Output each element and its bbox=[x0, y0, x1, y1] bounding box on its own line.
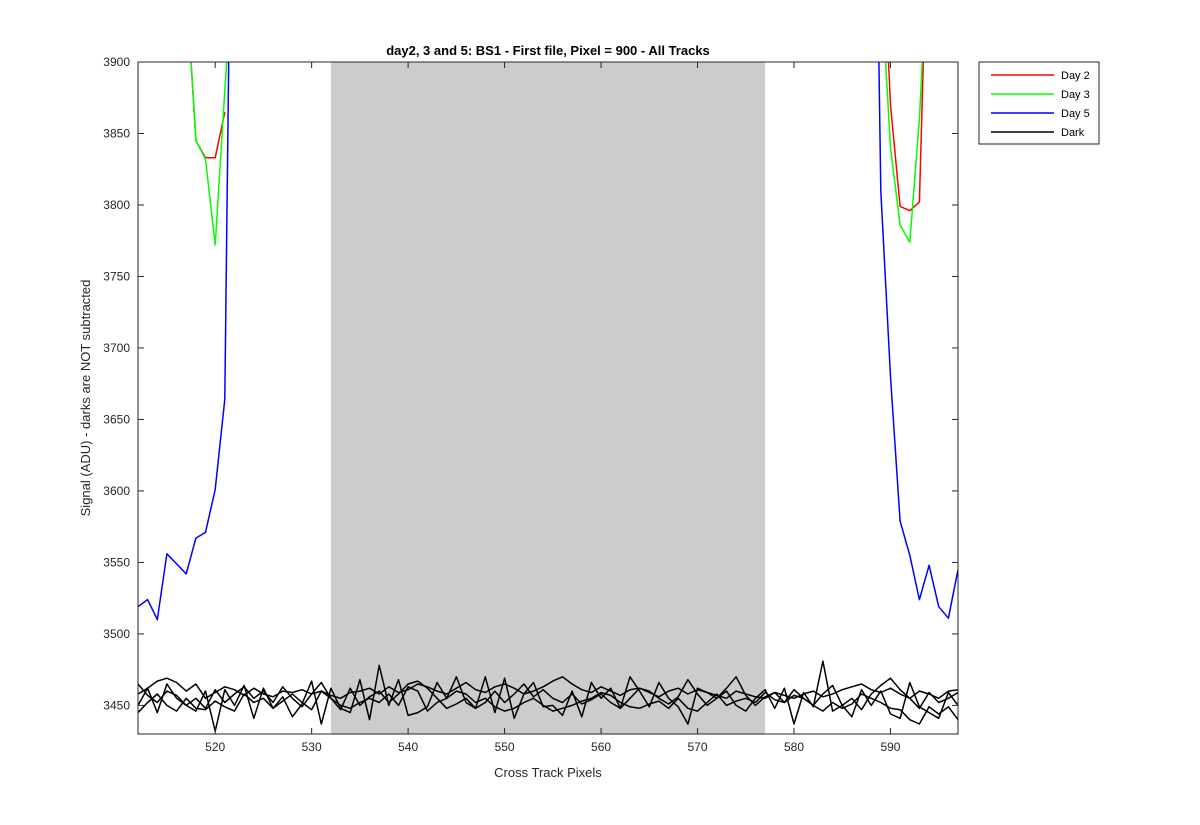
series-line-day-5-1 bbox=[878, 62, 958, 619]
series-line-dark-3 bbox=[138, 686, 958, 725]
x-tick-label: 530 bbox=[302, 740, 322, 754]
series-line-dark-1 bbox=[138, 676, 958, 711]
y-tick-label: 3700 bbox=[103, 341, 130, 355]
y-tick-label: 3500 bbox=[103, 627, 130, 641]
series-layer bbox=[138, 62, 958, 732]
y-tick-label: 3900 bbox=[103, 55, 130, 69]
series-line-day-3-0 bbox=[190, 62, 228, 246]
x-tick-label: 540 bbox=[398, 740, 418, 754]
series-line-day-2-1 bbox=[887, 62, 925, 212]
y-tick-label: 3800 bbox=[103, 198, 130, 212]
axes-box bbox=[137, 61, 959, 735]
x-tick-label: 570 bbox=[688, 740, 708, 754]
y-tick-label: 3600 bbox=[103, 484, 130, 498]
y-tick-label: 3450 bbox=[103, 698, 130, 712]
y-tick-label: 3850 bbox=[103, 126, 130, 140]
legend-entry-label: Dark bbox=[1061, 127, 1085, 139]
y-axis-label: Signal (ADU) - darks are NOT subtracted bbox=[78, 280, 93, 517]
legend-entry-label: Day 2 bbox=[1061, 70, 1090, 82]
shaded-region-layer bbox=[330, 62, 766, 734]
x-tick-label: 580 bbox=[784, 740, 804, 754]
legend-entry-label: Day 5 bbox=[1061, 108, 1090, 120]
x-tick-label: 560 bbox=[591, 740, 611, 754]
y-tick-label: 3650 bbox=[103, 412, 130, 426]
x-tick-label: 550 bbox=[495, 740, 515, 754]
series-line-day-3-1 bbox=[884, 62, 924, 243]
legend: Day 2 Day 3 Day 5 Dark bbox=[978, 61, 1100, 145]
chart-title: day2, 3 and 5: BS1 - First file, Pixel =… bbox=[386, 43, 710, 58]
axes-layer: 520 530 540 550 560 570 580 590 3450 3500 3550 3600… bbox=[103, 55, 959, 754]
y-tick-label: 3750 bbox=[103, 269, 130, 283]
x-tick-label: 520 bbox=[205, 740, 225, 754]
series-line-day-5-0 bbox=[138, 62, 230, 621]
legend-entry-label: Day 3 bbox=[1061, 89, 1090, 101]
y-tick-label: 3550 bbox=[103, 555, 130, 569]
x-tick-label: 590 bbox=[880, 740, 900, 754]
x-axis-label: Cross Track Pixels bbox=[494, 765, 602, 780]
shaded-region bbox=[330, 62, 766, 734]
